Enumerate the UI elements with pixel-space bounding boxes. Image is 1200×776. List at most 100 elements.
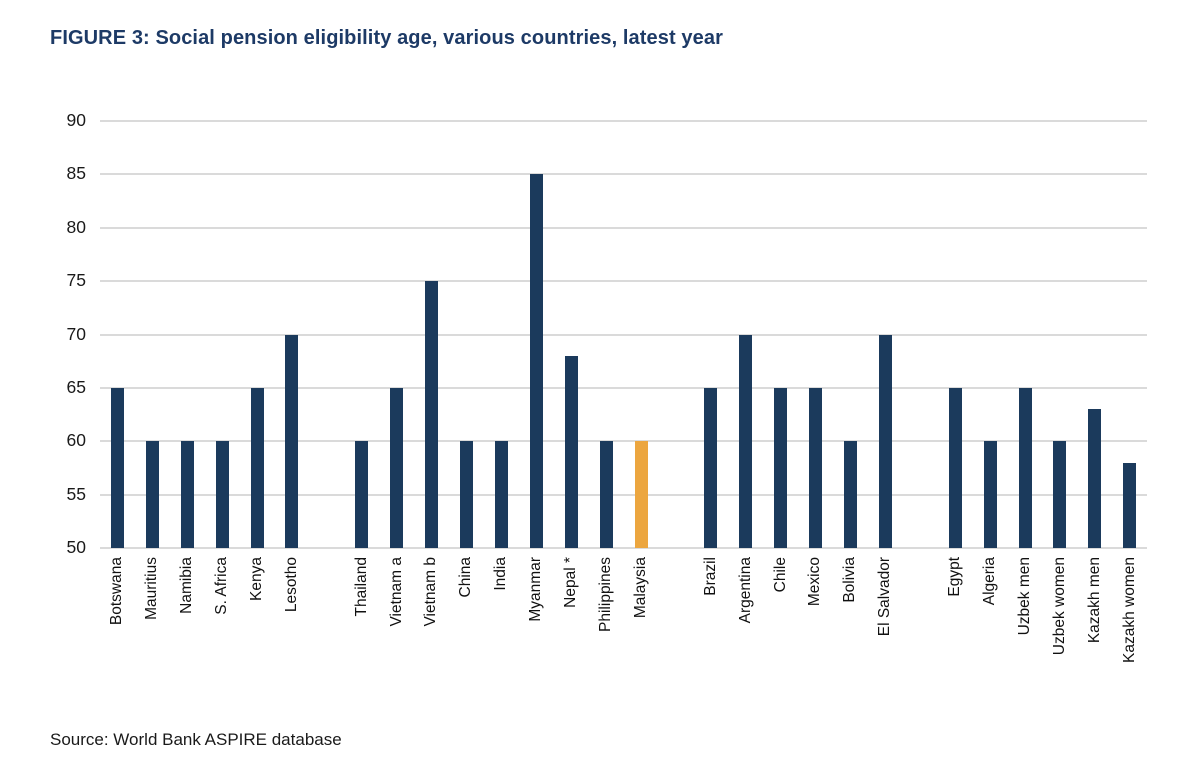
- bar-china: [460, 441, 474, 548]
- x-label-slot: India: [484, 557, 519, 682]
- x-axis-label: Thailand: [352, 557, 370, 617]
- y-axis-tick-label: 65: [66, 376, 86, 397]
- y-axis-tick-label: 70: [66, 323, 86, 344]
- x-axis-label: Mauritius: [143, 557, 161, 620]
- x-label-slot: Uzbek women: [1042, 557, 1077, 682]
- gridline-60: [100, 440, 1147, 443]
- y-axis-tick-label: 55: [66, 483, 86, 504]
- bar-mexico: [809, 387, 823, 548]
- y-axis-tick-label: 85: [66, 163, 86, 184]
- x-axis-label: S. Africa: [213, 557, 231, 615]
- gridline-50: [100, 547, 1147, 549]
- gridline-70: [100, 333, 1147, 336]
- bar-slot-gap: [659, 121, 694, 548]
- x-label-slot: Botswana: [100, 557, 135, 682]
- bar-malaysia: [634, 441, 648, 548]
- bar-slot-lesotho: [275, 121, 310, 548]
- gridline-85: [100, 173, 1147, 176]
- bar-botswana: [110, 387, 124, 548]
- x-label-slot: Nepal *: [554, 557, 589, 682]
- bar-slot-el-salvador: [868, 121, 903, 548]
- x-axis-label: Chile: [771, 557, 789, 593]
- bar-lesotho: [285, 334, 299, 548]
- bar-el-salvador: [878, 334, 892, 548]
- bar-slot-algeria: [973, 121, 1008, 548]
- x-axis-label: India: [492, 557, 510, 591]
- bar-slot-kazakh-men: [1077, 121, 1112, 548]
- x-label-slot: Uzbek men: [1008, 557, 1043, 682]
- x-axis-label: Botswana: [108, 557, 126, 626]
- x-label-slot: Bolivia: [833, 557, 868, 682]
- y-axis-tick-label: 60: [66, 430, 86, 451]
- x-axis-label: Bolivia: [841, 557, 859, 603]
- x-label-slot: [309, 557, 344, 682]
- bar-slot-china: [449, 121, 484, 548]
- bar-slot-nepal: [554, 121, 589, 548]
- bar-kazakh-men: [1088, 409, 1102, 548]
- bar-slot-s-africa: [205, 121, 240, 548]
- x-label-slot: El Salvador: [868, 557, 903, 682]
- x-label-slot: S. Africa: [205, 557, 240, 682]
- x-label-slot: Algeria: [973, 557, 1008, 682]
- x-label-slot: Brazil: [693, 557, 728, 682]
- bar-uzbek-women: [1053, 441, 1067, 548]
- bar-slot-gap: [309, 121, 344, 548]
- x-label-slot: Thailand: [344, 557, 379, 682]
- bar-slot-uzbek-men: [1008, 121, 1043, 548]
- bar-india: [494, 441, 508, 548]
- x-axis-label: Algeria: [980, 557, 998, 606]
- y-axis: 90 85 80 75 70 65 60 55 50: [0, 111, 86, 555]
- x-label-slot: Mexico: [798, 557, 833, 682]
- x-axis-label: China: [457, 557, 475, 598]
- x-axis-label: El Salvador: [876, 557, 894, 637]
- gridline-75: [100, 280, 1147, 283]
- figure-title: FIGURE 3: Social pension eligibility age…: [50, 27, 723, 49]
- bar-slot-brazil: [693, 121, 728, 548]
- x-label-slot: Lesotho: [275, 557, 310, 682]
- bar-egypt: [948, 387, 962, 548]
- x-label-slot: Vietnam b: [414, 557, 449, 682]
- bar-namibia: [180, 441, 194, 548]
- bar-slot-thailand: [344, 121, 379, 548]
- x-label-slot: Kazakh women: [1112, 557, 1147, 682]
- x-label-slot: Myanmar: [519, 557, 554, 682]
- y-axis-tick-label: 50: [66, 537, 86, 557]
- bar-slot-botswana: [100, 121, 135, 548]
- bar-thailand: [355, 441, 369, 548]
- bars-row: [100, 121, 1147, 548]
- y-axis-tick-label: 75: [66, 270, 86, 291]
- x-label-slot: [659, 557, 694, 682]
- bar-slot-vietnam-a: [379, 121, 414, 548]
- x-label-slot: Egypt: [938, 557, 973, 682]
- x-label-slot: Philippines: [589, 557, 624, 682]
- x-axis-label: Kazakh women: [1120, 557, 1138, 663]
- bar-chile: [774, 387, 788, 548]
- x-label-slot: Mauritius: [135, 557, 170, 682]
- bar-slot-kenya: [240, 121, 275, 548]
- bar-slot-kazakh-women: [1112, 121, 1147, 548]
- x-label-slot: Chile: [763, 557, 798, 682]
- x-axis-label: Mexico: [806, 557, 824, 607]
- x-label-slot: China: [449, 557, 484, 682]
- x-axis-label: Myanmar: [527, 557, 545, 622]
- x-axis-label: Uzbek women: [1050, 557, 1068, 656]
- bar-slot-argentina: [728, 121, 763, 548]
- bar-nepal: [564, 355, 578, 548]
- bar-slot-bolivia: [833, 121, 868, 548]
- x-label-slot: Argentina: [728, 557, 763, 682]
- bar-s-africa: [215, 441, 229, 548]
- x-axis-label: Brazil: [701, 557, 719, 596]
- x-label-slot: Vietnam a: [379, 557, 414, 682]
- bar-slot-india: [484, 121, 519, 548]
- bar-slot-philippines: [589, 121, 624, 548]
- x-axis-label: Kenya: [247, 557, 265, 601]
- bar-slot-gap: [903, 121, 938, 548]
- bar-brazil: [704, 387, 718, 548]
- x-axis-label: Kazakh men: [1085, 557, 1103, 644]
- x-axis-label: Vietnam a: [387, 557, 405, 627]
- plot-area: [100, 120, 1147, 549]
- x-axis-label: Lesotho: [282, 557, 300, 613]
- x-label-slot: Malaysia: [624, 557, 659, 682]
- bar-kenya: [250, 387, 264, 548]
